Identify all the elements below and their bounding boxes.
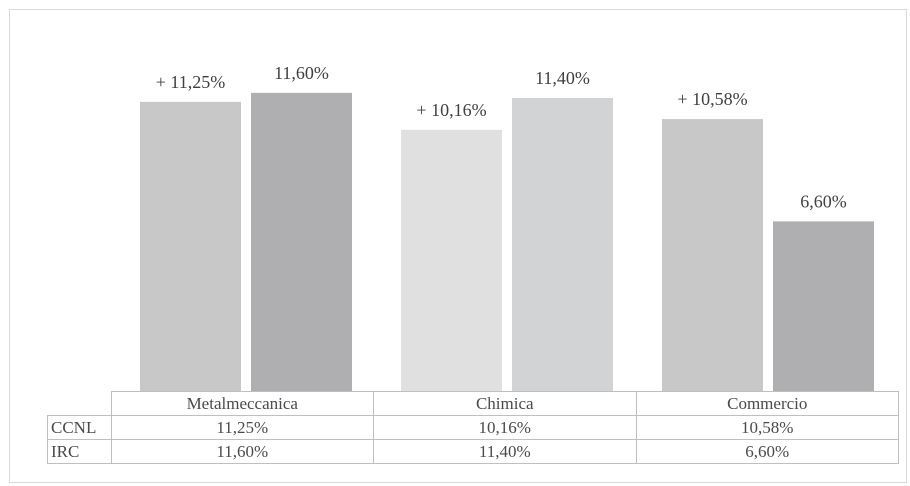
category-label-metalmeccanica: Metalmeccanica [111,392,374,416]
table-cell: 11,25% [111,416,374,440]
category-label-commercio: Commercio [636,392,899,416]
data-label: 6,60% [800,191,847,211]
bar-irc-metalmeccanica [251,93,352,391]
table-cell: 10,58% [636,416,899,440]
category-label-chimica: Chimica [374,392,637,416]
data-label: + 11,25% [156,72,225,92]
bar-ccnl-commercio [662,119,763,391]
bar-irc-chimica [512,98,613,391]
data-table: Metalmeccanica Chimica Commercio CCNL 11… [47,391,899,464]
table-cell: 6,60% [636,440,899,464]
series-name-irc: IRC [48,440,112,464]
table-row-ccnl: CCNL 11,25% 10,16% 10,58% [48,416,899,440]
data-label: + 10,58% [677,89,747,109]
data-label: + 10,16% [416,100,486,120]
bars-layer [140,93,874,391]
table-cell: 11,60% [111,440,374,464]
data-label: 11,60% [274,63,329,83]
bar-ccnl-chimica [401,130,502,391]
table-cell: 10,16% [374,416,637,440]
series-name-ccnl: CCNL [48,416,112,440]
table-row-irc: IRC 11,60% 11,40% 6,60% [48,440,899,464]
data-label: 11,40% [535,68,590,88]
table-cell: 11,40% [374,440,637,464]
table-header-row: Metalmeccanica Chimica Commercio [48,392,899,416]
table-corner [48,392,112,416]
bar-irc-commercio [773,221,874,391]
bar-ccnl-metalmeccanica [140,102,241,391]
